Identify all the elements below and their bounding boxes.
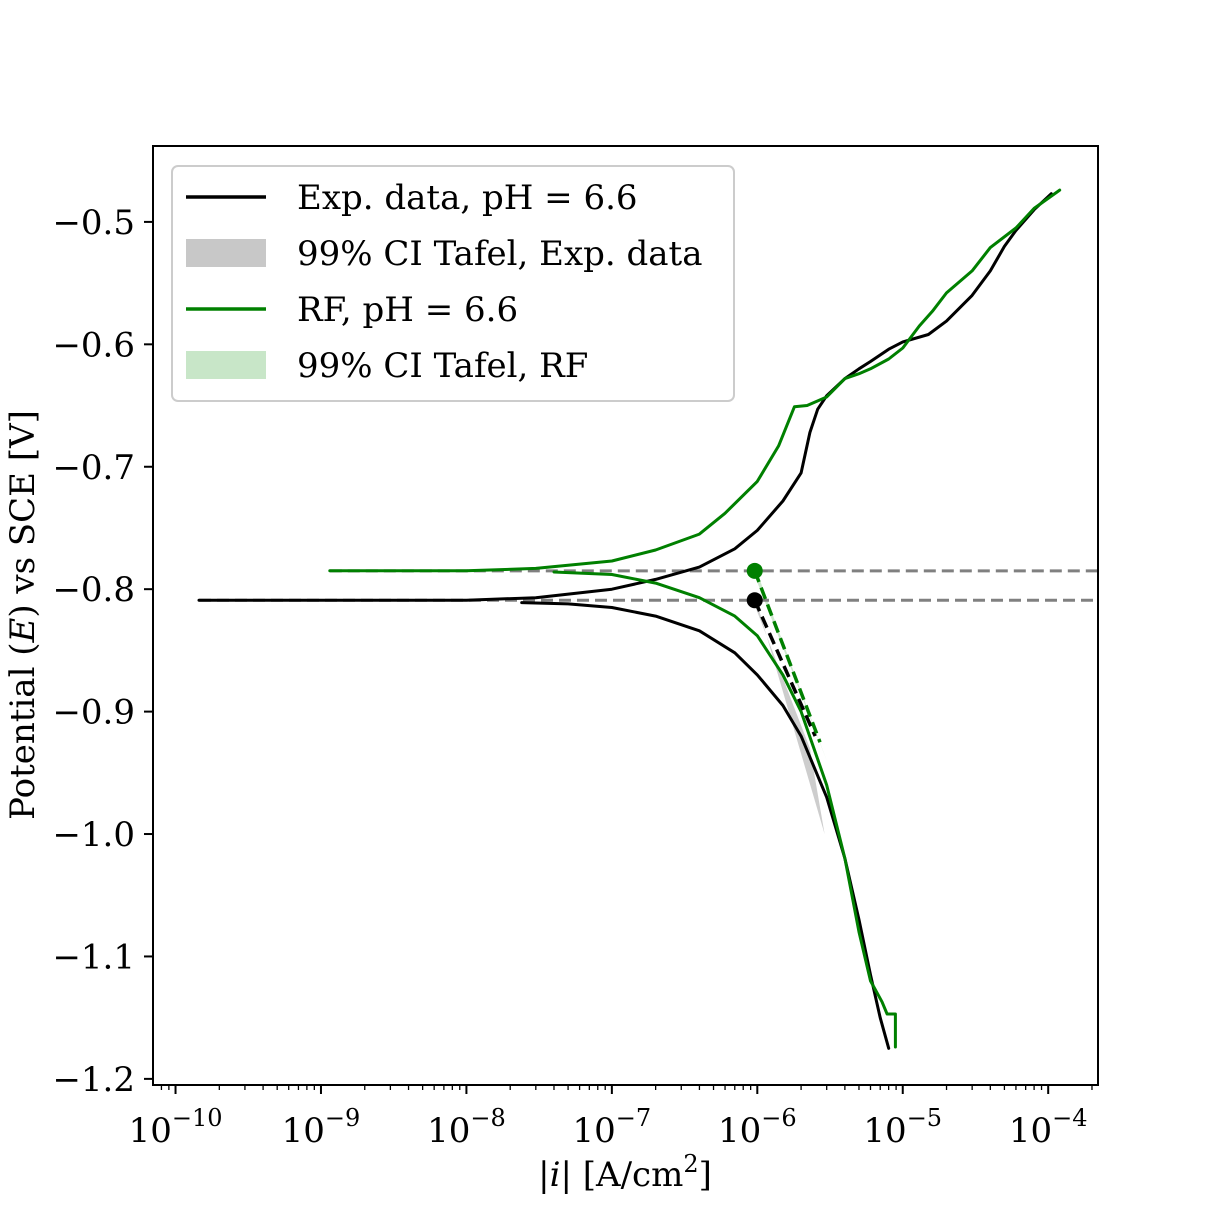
series-line-anodic bbox=[328, 188, 1062, 573]
y-axis-ticks: −0.5 −0.6 −0.7 −0.8 −0.9 −1.0 −1.1 −1.2 bbox=[52, 203, 153, 1100]
x-axis-label: |i| [A/cm2] bbox=[538, 1150, 712, 1195]
plot-frame bbox=[152, 145, 1099, 1086]
tafel-ci-bands bbox=[754, 565, 827, 834]
series-line-cathodic bbox=[552, 570, 897, 1049]
y-tick-label: −1.0 bbox=[52, 815, 135, 855]
legend: Exp. data, pH = 6.6 99% CI Tafel, Exp. da… bbox=[171, 165, 735, 402]
tafel-fit-line bbox=[753, 599, 817, 737]
corrosion-point-marker bbox=[746, 592, 763, 609]
x-tick-label: 10−6 bbox=[718, 1104, 797, 1151]
legend-patch-swatch bbox=[186, 351, 266, 379]
x-tick-label: 10−9 bbox=[282, 1104, 361, 1151]
y-tick-label: −0.7 bbox=[52, 448, 135, 488]
tafel-fit-line bbox=[753, 570, 822, 743]
corrosion-point-marker bbox=[746, 562, 763, 579]
legend-label: RF, pH = 6.6 bbox=[297, 290, 518, 330]
x-tick-label: 10−5 bbox=[863, 1104, 942, 1151]
data-curves bbox=[197, 188, 1062, 1050]
tafel-fit-lines bbox=[746, 562, 822, 743]
x-tick-label: 10−8 bbox=[427, 1104, 506, 1151]
x-tick-label: 10−4 bbox=[1009, 1104, 1088, 1151]
x-tick-label: 10−7 bbox=[573, 1104, 652, 1151]
y-tick-label: −0.6 bbox=[52, 325, 135, 365]
legend-frame bbox=[171, 165, 735, 402]
y-tick-label: −0.5 bbox=[52, 203, 135, 243]
y-tick-label: −0.9 bbox=[52, 693, 135, 733]
legend-label: 99% CI Tafel, Exp. data bbox=[297, 234, 702, 274]
y-tick-label: −1.2 bbox=[52, 1060, 135, 1100]
legend-label: 99% CI Tafel, RF bbox=[297, 346, 588, 386]
y-tick-label: −1.1 bbox=[52, 937, 135, 977]
x-axis-ticks: 10−10 10−9 10−8 10−7 10−6 10−5 10−4 bbox=[129, 1085, 1093, 1151]
y-axis-label: Potential (E) vs SCE [V] bbox=[3, 410, 43, 820]
y-tick-label: −0.8 bbox=[52, 570, 135, 610]
series-line-cathodic bbox=[520, 601, 891, 1050]
legend-patch-swatch bbox=[186, 239, 266, 267]
x-tick-label: 10−10 bbox=[129, 1104, 223, 1151]
corrosion-potential-lines bbox=[198, 569, 1098, 602]
legend-label: Exp. data, pH = 6.6 bbox=[297, 178, 638, 218]
